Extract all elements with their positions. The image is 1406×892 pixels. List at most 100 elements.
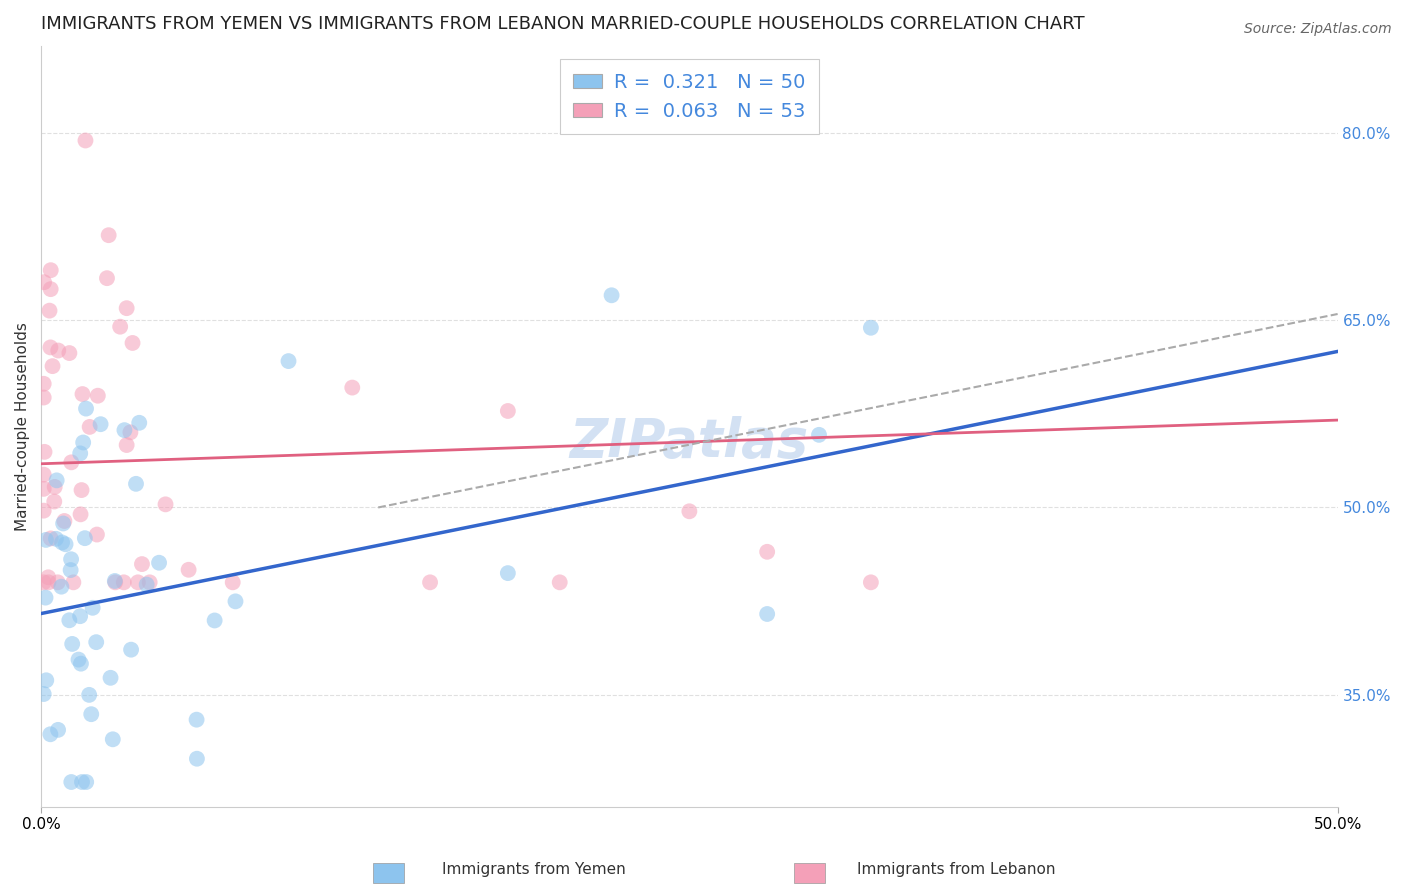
Point xyxy=(224,594,246,608)
Point xyxy=(186,752,208,766)
Point xyxy=(600,288,623,302)
Point xyxy=(35,673,58,688)
Point xyxy=(39,263,62,277)
Point xyxy=(44,494,66,508)
Point xyxy=(82,600,104,615)
Point xyxy=(37,570,59,584)
Point xyxy=(39,282,62,296)
Point xyxy=(55,537,77,551)
Point xyxy=(70,775,93,789)
Point xyxy=(58,346,80,360)
Point xyxy=(77,688,100,702)
Point xyxy=(204,614,226,628)
Point xyxy=(756,545,779,559)
Point xyxy=(46,723,69,737)
Point xyxy=(44,480,66,494)
Text: ZIPatlas: ZIPatlas xyxy=(569,416,808,467)
Point xyxy=(100,671,122,685)
Point xyxy=(97,228,120,243)
Point xyxy=(859,320,882,334)
Text: Source: ZipAtlas.com: Source: ZipAtlas.com xyxy=(1244,22,1392,37)
Point xyxy=(148,556,170,570)
Point xyxy=(32,687,55,701)
Point xyxy=(60,775,83,789)
Text: IMMIGRANTS FROM YEMEN VS IMMIGRANTS FROM LEBANON MARRIED-COUPLE HOUSEHOLDS CORRE: IMMIGRANTS FROM YEMEN VS IMMIGRANTS FROM… xyxy=(41,15,1085,33)
Point xyxy=(120,642,142,657)
Point xyxy=(39,340,62,354)
Point xyxy=(128,416,150,430)
Point xyxy=(114,423,136,437)
Point xyxy=(86,527,108,541)
Point xyxy=(41,359,63,373)
Point xyxy=(69,609,91,624)
Point xyxy=(84,635,107,649)
Point xyxy=(115,438,138,452)
Point xyxy=(87,389,110,403)
Point xyxy=(73,531,96,545)
Point xyxy=(69,446,91,460)
Point xyxy=(62,575,84,590)
Point xyxy=(342,381,364,395)
Point xyxy=(115,301,138,315)
Y-axis label: Married-couple Households: Married-couple Households xyxy=(15,322,30,531)
Point xyxy=(277,354,299,368)
Point xyxy=(104,574,127,588)
Point xyxy=(155,497,177,511)
Point xyxy=(39,532,62,546)
Point xyxy=(72,387,94,401)
Text: Immigrants from Yemen: Immigrants from Yemen xyxy=(443,863,626,877)
Text: Immigrants from Lebanon: Immigrants from Lebanon xyxy=(856,863,1056,877)
Point xyxy=(75,401,97,416)
Point xyxy=(69,508,91,522)
Point xyxy=(45,532,67,546)
Point xyxy=(32,376,55,391)
Point xyxy=(37,575,59,590)
Point xyxy=(72,435,94,450)
Point xyxy=(548,575,571,590)
Point xyxy=(177,563,200,577)
Legend: R =  0.321   N = 50, R =  0.063   N = 53: R = 0.321 N = 50, R = 0.063 N = 53 xyxy=(560,59,820,134)
Point xyxy=(131,557,153,571)
Point xyxy=(125,476,148,491)
Point xyxy=(38,303,60,318)
Point xyxy=(135,577,157,591)
Point xyxy=(34,445,56,459)
Point xyxy=(108,319,131,334)
Point xyxy=(34,591,56,605)
Point xyxy=(32,391,55,405)
Point xyxy=(808,427,831,442)
Point xyxy=(60,552,83,566)
Point xyxy=(60,637,83,651)
Point xyxy=(67,652,90,666)
Point xyxy=(90,417,112,432)
Point xyxy=(32,482,55,496)
Point xyxy=(120,425,142,440)
Point xyxy=(32,503,55,517)
Point xyxy=(121,335,143,350)
Point xyxy=(104,575,127,590)
Point xyxy=(53,514,76,528)
Point xyxy=(46,343,69,358)
Point xyxy=(32,467,55,482)
Point xyxy=(52,516,75,531)
Point xyxy=(859,575,882,590)
Point xyxy=(70,657,93,671)
Point xyxy=(75,775,97,789)
Point xyxy=(756,607,779,621)
Point xyxy=(51,535,73,549)
Point xyxy=(678,504,700,518)
Point xyxy=(46,575,69,590)
Point xyxy=(112,575,135,590)
Point xyxy=(32,275,55,289)
Point xyxy=(222,575,245,590)
Point xyxy=(138,575,160,590)
Point xyxy=(419,575,441,590)
Point xyxy=(101,732,124,747)
Point xyxy=(39,727,62,741)
Point xyxy=(79,420,101,434)
Point xyxy=(32,575,55,590)
Point xyxy=(35,533,58,547)
Point xyxy=(96,271,118,285)
Point xyxy=(75,133,97,147)
Point xyxy=(58,613,80,627)
